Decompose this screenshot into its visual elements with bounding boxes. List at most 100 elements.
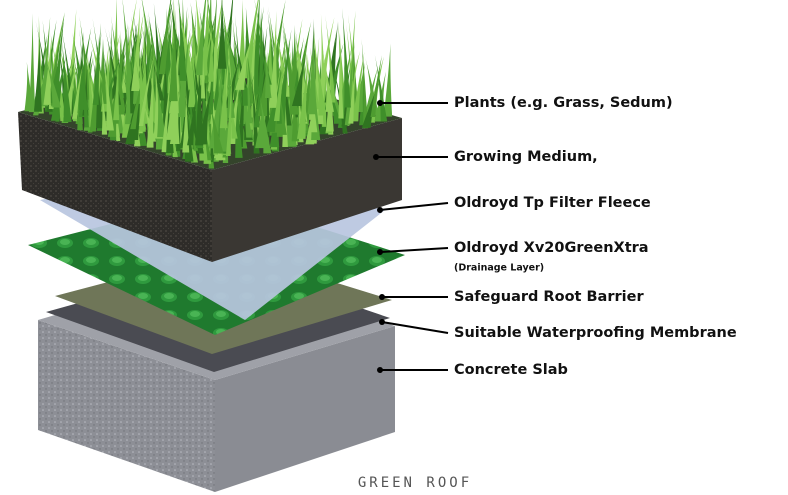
grass-blade bbox=[113, 52, 120, 121]
grass bbox=[24, 0, 393, 169]
grass-blade bbox=[101, 86, 108, 135]
grass-blade bbox=[24, 61, 35, 112]
label: Plants (e.g. Grass, Sedum) bbox=[454, 95, 673, 111]
grass-blade bbox=[244, 49, 253, 124]
grass-blade bbox=[61, 39, 72, 122]
grass-blade bbox=[217, 0, 227, 69]
grass-blade bbox=[250, 67, 260, 154]
label: Suitable Waterproofing Membrane bbox=[454, 325, 737, 341]
grass-blade bbox=[195, 53, 204, 146]
grass-blade bbox=[219, 56, 228, 129]
grass-blade bbox=[196, 85, 213, 145]
grass-blade bbox=[347, 10, 356, 106]
grass-blade bbox=[226, 60, 235, 118]
grass-blade bbox=[249, 13, 259, 95]
grass-blade bbox=[253, 52, 268, 128]
grass-blade bbox=[296, 37, 307, 131]
grass-blade bbox=[187, 90, 198, 146]
grass-blade bbox=[212, 63, 220, 111]
grass-blade bbox=[273, 45, 287, 122]
grass-blade bbox=[338, 33, 344, 119]
grass-blade bbox=[225, 68, 233, 157]
grass-blade bbox=[321, 50, 327, 127]
grass-blade bbox=[301, 52, 313, 126]
grass-blade bbox=[178, 0, 187, 81]
grass-blade bbox=[354, 62, 365, 112]
grass-blade bbox=[104, 65, 114, 131]
grass-blade bbox=[168, 9, 178, 102]
label-note: (Drainage Layer) bbox=[454, 263, 544, 274]
grass-blade bbox=[307, 26, 317, 115]
grass-blade bbox=[383, 43, 393, 117]
grass-blade bbox=[365, 67, 378, 114]
grass-blade bbox=[208, 101, 224, 154]
grass-blade bbox=[182, 94, 199, 151]
grass-blade bbox=[324, 59, 334, 112]
grass-blade bbox=[208, 29, 215, 115]
grass-blade bbox=[182, 89, 190, 153]
caption: GREEN ROOF bbox=[358, 475, 472, 491]
label: Safeguard Root Barrier bbox=[454, 289, 644, 305]
grass-blade bbox=[352, 51, 365, 122]
grass-blade bbox=[158, 0, 172, 75]
grass-blade bbox=[33, 38, 42, 112]
label: Oldroyd Xv20GreenXtra bbox=[454, 240, 649, 256]
grass-blade bbox=[176, 0, 196, 85]
grass-blade bbox=[166, 46, 181, 140]
grass-blade bbox=[348, 59, 357, 124]
grass-blade bbox=[269, 10, 278, 108]
grass-blade bbox=[142, 62, 151, 124]
grass-blade bbox=[156, 79, 167, 138]
grass-blade bbox=[162, 46, 171, 136]
grass-blade bbox=[110, 15, 126, 115]
grass-blade bbox=[79, 28, 89, 128]
grass-blade bbox=[45, 57, 61, 108]
grass-blade bbox=[361, 38, 369, 129]
grass-blade bbox=[370, 55, 382, 118]
grass-blade bbox=[109, 24, 128, 124]
grass-blade bbox=[291, 56, 306, 107]
grass-blade bbox=[235, 34, 253, 90]
grass-blade bbox=[28, 13, 36, 113]
grass-blade bbox=[208, 72, 224, 149]
grass-blade bbox=[315, 48, 327, 116]
grass-blade bbox=[200, 29, 209, 76]
grass-blade bbox=[138, 54, 155, 127]
grass-blade bbox=[374, 71, 386, 122]
grass-blade bbox=[122, 0, 133, 91]
grass-blade bbox=[146, 54, 154, 148]
grass-blade bbox=[374, 54, 388, 122]
grass-blade bbox=[107, 76, 119, 137]
grass-blade bbox=[195, 0, 207, 76]
grass-blade bbox=[62, 46, 79, 113]
grass-blade bbox=[208, 23, 214, 82]
grass-blade bbox=[124, 39, 131, 125]
grass-blade bbox=[245, 45, 254, 104]
grass-blade bbox=[258, 88, 272, 154]
label: Concrete Slab bbox=[454, 362, 568, 378]
grass-blade bbox=[185, 30, 195, 90]
label: Growing Medium, bbox=[454, 149, 598, 165]
grass-blade bbox=[232, 64, 243, 158]
grass-blade bbox=[237, 0, 247, 79]
grass-blade bbox=[100, 38, 107, 104]
grass-blade bbox=[278, 89, 287, 135]
grass-blade bbox=[48, 57, 60, 104]
grass-blade bbox=[152, 40, 162, 100]
grass-blade bbox=[147, 14, 160, 85]
grass-blade bbox=[105, 24, 113, 120]
grass-blade bbox=[161, 72, 172, 153]
grass-blade bbox=[342, 7, 351, 108]
grass-blade bbox=[92, 23, 102, 105]
grass-blade bbox=[245, 17, 258, 95]
grass-blade bbox=[257, 52, 270, 116]
label: Oldroyd Tp Filter Fleece bbox=[454, 195, 651, 211]
grass-blade bbox=[72, 64, 83, 119]
grass-blade bbox=[264, 45, 272, 98]
grass-blade bbox=[297, 58, 309, 139]
grass-blade bbox=[140, 94, 157, 142]
grass-blade bbox=[325, 15, 336, 103]
grass-blade bbox=[204, 4, 211, 84]
